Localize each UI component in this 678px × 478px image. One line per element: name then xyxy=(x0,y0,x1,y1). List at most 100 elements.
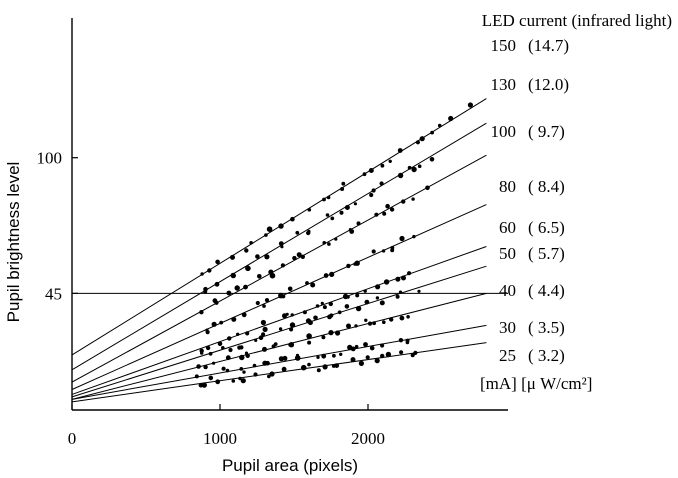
series-current-label: 25 xyxy=(499,346,516,365)
data-point-150ma xyxy=(326,195,331,200)
data-point-25ma xyxy=(231,379,236,383)
data-point-25ma xyxy=(267,374,271,379)
data-point-150ma xyxy=(437,123,442,128)
data-point-150ma xyxy=(215,259,220,265)
data-point-50ma xyxy=(337,310,342,315)
data-point-30ma xyxy=(354,344,359,349)
data-point-150ma xyxy=(278,223,284,229)
data-point-80ma xyxy=(205,328,209,332)
data-point-60ma xyxy=(355,293,360,298)
data-point-40ma xyxy=(364,318,368,322)
data-point-100ma xyxy=(212,298,218,304)
data-point-25ma xyxy=(365,355,370,360)
series-irradiance-label: ( 3.5) xyxy=(528,318,565,337)
data-point-80ma xyxy=(305,281,309,285)
data-point-60ma xyxy=(290,313,294,317)
data-point-130ma xyxy=(264,254,270,260)
data-point-25ma xyxy=(269,371,275,377)
data-point-50ma xyxy=(313,315,318,321)
data-point-100ma xyxy=(292,255,297,261)
data-point-80ma xyxy=(264,298,270,303)
data-point-100ma xyxy=(226,290,232,296)
data-point-25ma xyxy=(399,350,404,355)
data-point-60ma xyxy=(328,301,333,307)
data-point-60ma xyxy=(285,312,289,316)
data-point-60ma xyxy=(217,341,223,347)
data-point-80ma xyxy=(281,294,286,299)
data-point-100ma xyxy=(234,285,240,291)
data-point-130ma xyxy=(417,164,422,168)
series-current-label: 50 xyxy=(499,244,516,263)
data-point-150ma xyxy=(230,254,235,260)
data-point-50ma xyxy=(364,299,370,305)
data-point-50ma xyxy=(221,346,225,350)
data-point-130ma xyxy=(203,289,208,294)
data-point-80ma xyxy=(390,248,395,253)
axis-layer: 0 1000 2000 45 100 Pupil area (pixels) Pupil b… xyxy=(4,18,508,475)
data-point-30ma xyxy=(350,346,356,352)
series-current-label: 130 xyxy=(491,75,517,94)
x-tick-label: 1000 xyxy=(203,429,237,448)
data-point-25ma xyxy=(201,382,207,388)
data-point-50ma xyxy=(258,335,264,341)
data-point-150ma xyxy=(380,163,385,168)
data-point-80ma xyxy=(412,234,416,239)
data-point-150ma xyxy=(388,159,392,163)
data-point-150ma xyxy=(307,208,312,212)
data-point-100ma xyxy=(385,203,390,209)
data-point-50ma xyxy=(200,351,204,355)
data-point-30ma xyxy=(194,374,199,379)
data-point-100ma xyxy=(243,284,248,290)
data-point-60ma xyxy=(302,310,307,315)
x-tick-label: 2000 xyxy=(351,429,385,448)
label-layer: LED current (infrared light) [mA] [μ W/cm… xyxy=(480,11,672,393)
series-current-label: 60 xyxy=(499,218,516,237)
data-point-40ma xyxy=(367,321,373,326)
data-point-30ma xyxy=(380,343,385,348)
data-point-100ma xyxy=(300,254,305,259)
data-point-150ma xyxy=(341,181,346,186)
series-irradiance-label: (12.0) xyxy=(528,75,569,94)
data-point-60ma xyxy=(236,332,240,336)
data-point-30ma xyxy=(208,375,214,381)
data-point-80ma xyxy=(329,271,335,277)
data-point-130ma xyxy=(371,188,376,193)
data-point-30ma xyxy=(316,355,320,359)
data-point-50ma xyxy=(395,294,400,299)
data-point-60ma xyxy=(205,345,211,351)
data-point-50ma xyxy=(289,327,294,332)
series-current-label: 30 xyxy=(499,318,516,337)
data-point-150ma xyxy=(207,268,212,273)
series-irradiance-label: ( 6.5) xyxy=(528,218,565,237)
data-point-80ma xyxy=(310,282,316,288)
data-point-30ma xyxy=(339,352,343,356)
data-point-50ma xyxy=(261,332,266,337)
data-point-25ma xyxy=(322,364,328,370)
x-tick-label: 0 xyxy=(68,429,77,448)
data-point-80ma xyxy=(323,273,329,278)
data-point-40ma xyxy=(212,361,216,365)
data-point-50ma xyxy=(344,304,350,309)
data-point-100ma xyxy=(280,263,285,268)
data-point-130ma xyxy=(255,254,260,259)
y-tick-label: 45 xyxy=(45,284,62,303)
series-irradiance-label: ( 3.2) xyxy=(528,346,565,365)
data-point-150ma xyxy=(340,187,345,191)
x-axis-title: Pupil area (pixels) xyxy=(222,456,358,475)
data-point-30ma xyxy=(282,355,288,361)
data-point-40ma xyxy=(239,354,245,361)
y-tick-label: 100 xyxy=(37,149,63,168)
data-point-25ma xyxy=(385,351,392,358)
data-point-60ma xyxy=(320,301,324,305)
data-point-130ma xyxy=(397,172,404,179)
data-point-150ma xyxy=(368,168,374,173)
data-point-60ma xyxy=(245,331,250,336)
fit-line-50ma xyxy=(71,265,487,398)
data-point-40ma xyxy=(203,364,208,370)
data-point-25ma xyxy=(307,362,311,367)
data-point-130ma xyxy=(306,230,311,236)
data-point-40ma xyxy=(307,340,312,345)
data-point-40ma xyxy=(271,344,276,349)
data-point-150ma xyxy=(415,140,420,145)
